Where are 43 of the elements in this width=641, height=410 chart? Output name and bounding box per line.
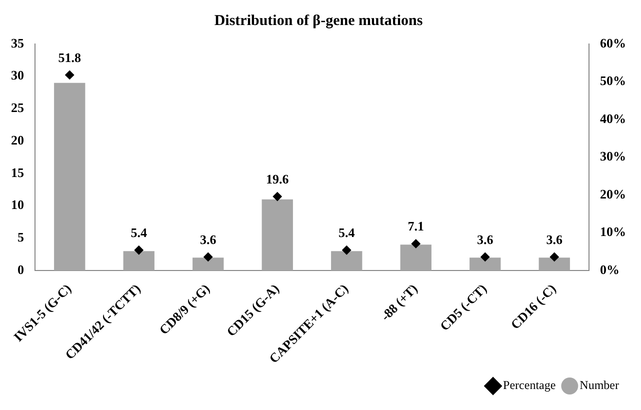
y2-tick-label: 40% <box>600 110 626 126</box>
y-tick-label: 30 <box>11 68 24 83</box>
legend-label: Percentage <box>503 378 556 392</box>
data-label: 3.6 <box>200 232 217 247</box>
bar <box>538 258 570 271</box>
y-tick-label: 15 <box>11 164 24 180</box>
y2-tick-label: 20% <box>600 186 626 202</box>
y-tick-label: 0 <box>18 262 24 277</box>
point <box>342 246 352 255</box>
data-label: 3.6 <box>546 232 563 247</box>
y2-tick-label: 50% <box>600 73 626 88</box>
bar <box>192 258 224 271</box>
y-tick-label: 5 <box>18 230 24 245</box>
y2-tick-label: 60% <box>600 35 626 50</box>
data-label: 5.4 <box>338 225 356 240</box>
y2-tick-label: 0% <box>600 262 620 277</box>
y-tick-label: 25 <box>11 100 24 116</box>
data-label: 51.8 <box>58 50 82 65</box>
point <box>134 246 144 255</box>
x-tick-label: -88 (+T) <box>378 280 420 324</box>
data-label: 3.6 <box>477 232 494 247</box>
legend-label: Number <box>580 378 620 392</box>
bar <box>400 244 432 271</box>
y2-tick-label: 30% <box>600 148 626 164</box>
point <box>204 252 213 262</box>
chart-title: Distribution of β-gene mutations <box>214 12 423 29</box>
bar <box>470 258 501 271</box>
data-label: 5.4 <box>130 225 148 240</box>
point <box>65 70 74 80</box>
bar <box>123 251 154 271</box>
bar <box>262 199 293 271</box>
y-tick-label: 35 <box>11 35 24 50</box>
y-tick-label: 10 <box>11 197 24 212</box>
data-label: 19.6 <box>266 171 290 186</box>
y-tick-label: 20 <box>11 132 24 148</box>
data-label: 7.1 <box>408 218 424 234</box>
bar <box>54 82 86 271</box>
point <box>272 192 282 202</box>
y2-tick-label: 10% <box>600 224 626 240</box>
point <box>411 239 420 248</box>
point <box>550 252 559 262</box>
point <box>480 252 490 262</box>
bar <box>331 251 362 271</box>
